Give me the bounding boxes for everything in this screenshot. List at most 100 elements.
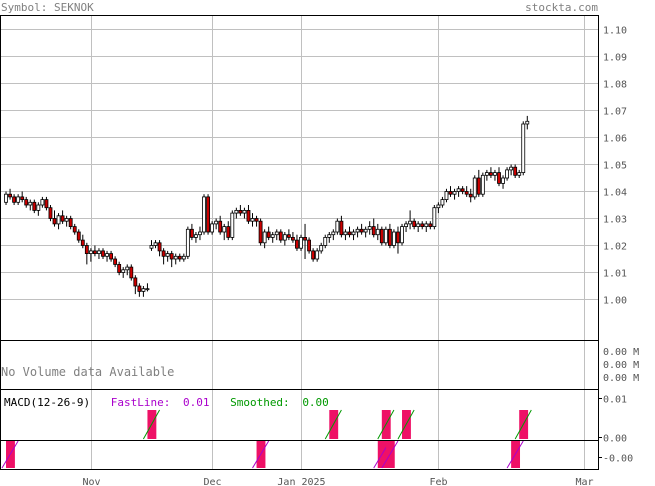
date-tick-label: Mar [575, 477, 593, 486]
date-axis: Nov Dec Jan 2025 Feb Mar [82, 477, 593, 486]
candle-body [416, 223, 421, 227]
candle-body [480, 174, 485, 195]
macd-bands [1, 409, 532, 469]
date-tick-label: Feb [429, 477, 447, 486]
candle-body [28, 201, 33, 206]
candle-body [230, 212, 235, 238]
macd-tick-label: 0.00 [603, 434, 627, 445]
macd-signal-line [397, 409, 415, 440]
candle-body [109, 253, 113, 260]
macd-signal-line [324, 409, 342, 440]
candle-body [501, 177, 505, 184]
candle-body [210, 223, 215, 233]
candle-body [428, 223, 433, 227]
candle-body [165, 253, 170, 257]
candle-body [339, 220, 344, 236]
candle-body [117, 263, 122, 273]
candles [4, 115, 530, 297]
date-tick-label: Dec [203, 477, 221, 486]
candle-body [315, 250, 320, 260]
candle-body [254, 218, 259, 222]
candle-body [505, 169, 509, 179]
date-tick-label: Jan 2025 [277, 477, 325, 486]
candle-body [452, 191, 457, 195]
candle-body [133, 277, 138, 287]
candle-body [509, 166, 514, 171]
candle-body [295, 239, 299, 249]
candle-body [456, 188, 461, 192]
candle-body [125, 266, 130, 271]
candle-body [299, 236, 303, 249]
candle-body [189, 228, 194, 238]
macd-signal-line [1, 440, 19, 469]
candle-body [145, 288, 150, 291]
candle-body [36, 204, 41, 211]
candle-body [32, 201, 37, 211]
macd-signal-line [381, 440, 399, 469]
volume-tick: 0.00 M [603, 373, 639, 384]
candle-body [161, 250, 166, 257]
candle-body [258, 220, 263, 244]
candle-body [343, 231, 348, 236]
candle-body [331, 231, 336, 236]
candle-body [460, 188, 465, 192]
candle-body [234, 209, 239, 214]
candle-body [56, 215, 61, 225]
candle-body [444, 191, 449, 201]
candle-body [177, 255, 182, 260]
candle-body [84, 245, 89, 255]
candle-body [319, 245, 324, 252]
candle-body [424, 223, 429, 227]
candle-body [48, 207, 53, 219]
candle-body [185, 228, 190, 257]
candle-body [489, 172, 493, 176]
candle-body [383, 228, 388, 244]
candle-body [20, 196, 25, 200]
candle-body [323, 236, 328, 246]
candle-body [347, 231, 352, 236]
candle-body [303, 236, 307, 241]
price-tick-label: 1.08 [603, 80, 627, 91]
candle-body [363, 228, 368, 233]
candle-body [432, 207, 437, 227]
candle-body [286, 234, 291, 238]
candle-body [307, 239, 311, 252]
candle-body [412, 220, 417, 227]
candle-body [60, 215, 65, 222]
grid [1, 16, 598, 469]
candle-body [327, 234, 332, 238]
candle-body [121, 269, 126, 273]
candle-body [64, 218, 69, 222]
candle-body [517, 172, 522, 176]
candle-body [97, 250, 101, 254]
candle-body [392, 231, 396, 246]
macd-signal-line [252, 440, 270, 469]
candle-body [12, 196, 17, 203]
candle-body [355, 228, 360, 233]
price-tick-label: 1.06 [603, 134, 627, 145]
date-tick-label: Nov [82, 477, 100, 486]
volume-panel [0, 340, 599, 390]
candle-body [129, 266, 134, 279]
candle-body [525, 120, 530, 125]
candle-body [476, 177, 481, 195]
candle-body [472, 177, 477, 198]
brand-label: stockta.com [525, 1, 598, 14]
candle-body [153, 242, 158, 246]
candle-body [4, 193, 8, 203]
candle-body [141, 288, 146, 292]
candle-body [379, 228, 384, 244]
candle-body [371, 226, 376, 236]
price-tick-label: 1.05 [603, 161, 627, 172]
macd-panel [0, 389, 599, 470]
candle-body [513, 166, 518, 176]
candle-body [250, 218, 255, 222]
smoothed-value: 0.00 [302, 396, 329, 409]
candle-body [44, 199, 49, 209]
volume-tick: 0.00 M [603, 347, 639, 358]
candle-body [8, 193, 12, 198]
candle-body [262, 231, 267, 244]
candle-body [497, 172, 501, 184]
candle-body [278, 231, 283, 241]
